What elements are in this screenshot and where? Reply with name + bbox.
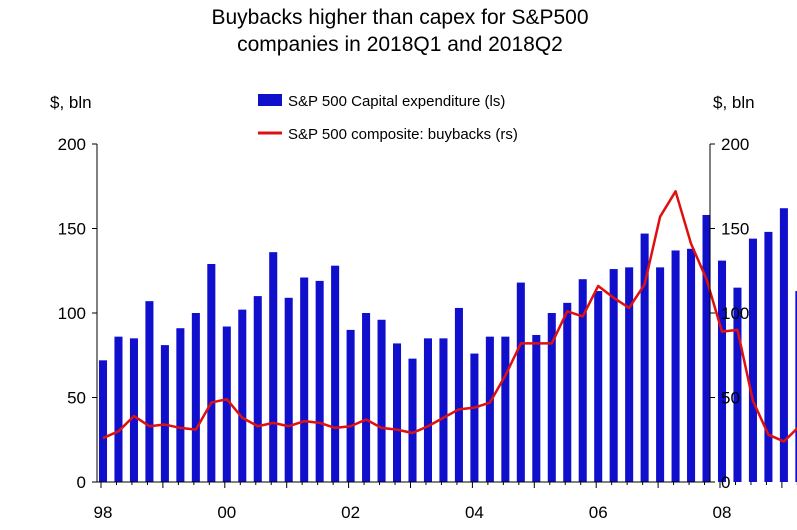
capex-bar bbox=[160, 345, 169, 482]
capex-bar bbox=[300, 277, 309, 482]
capex-bar bbox=[207, 263, 216, 482]
legend-line-label: S&P 500 composite: buybacks (rs) bbox=[288, 126, 518, 143]
capex-bar bbox=[176, 328, 185, 482]
capex-bar bbox=[717, 260, 727, 482]
capex-bar bbox=[532, 334, 541, 482]
capex-bar bbox=[470, 353, 479, 482]
capex-bar bbox=[733, 287, 742, 482]
capex-bar bbox=[687, 248, 696, 482]
capex-bar bbox=[702, 214, 711, 483]
legend-bar-label: S&P 500 Capital expenditure (ls) bbox=[288, 93, 505, 110]
capex-bar bbox=[253, 296, 262, 482]
left-tick-label: 100 bbox=[58, 304, 86, 323]
x-tick-label: 00 bbox=[217, 503, 236, 522]
capex-bar bbox=[748, 238, 757, 482]
capex-bar bbox=[222, 326, 231, 482]
capex-bar bbox=[501, 336, 510, 482]
capex-bar bbox=[439, 338, 448, 482]
right-tick-label: 150 bbox=[721, 220, 749, 239]
x-tick-label: 06 bbox=[589, 503, 608, 522]
capex-bar bbox=[331, 265, 340, 482]
capex-bar bbox=[640, 233, 649, 482]
buybacks-line-layer bbox=[102, 190, 797, 443]
capex-bar bbox=[594, 291, 603, 482]
capex-bar bbox=[764, 231, 773, 482]
capex-bar bbox=[408, 358, 417, 482]
right-tick-label: 200 bbox=[721, 135, 749, 154]
capex-bar bbox=[393, 343, 402, 482]
capex-bar bbox=[191, 313, 200, 482]
left-tick-label: 200 bbox=[58, 135, 86, 154]
x-tick-label: 04 bbox=[465, 503, 484, 522]
capex-bar bbox=[114, 336, 123, 482]
legend: S&P 500 Capital expenditure (ls) S&P 500… bbox=[258, 93, 518, 143]
capex-bar bbox=[377, 319, 386, 482]
right-tick-label: 0 bbox=[721, 473, 730, 492]
capex-bar bbox=[485, 336, 494, 482]
capex-bar bbox=[795, 291, 797, 482]
capex-bar bbox=[671, 250, 680, 482]
left-tick-label: 0 bbox=[77, 473, 86, 492]
right-y-ticks: 0 50 100 150 200 bbox=[710, 135, 749, 492]
capex-bar bbox=[656, 267, 665, 482]
capex-bar bbox=[516, 282, 525, 482]
x-tick-label: 02 bbox=[341, 503, 360, 522]
capex-bar bbox=[779, 208, 788, 482]
capex-bar bbox=[98, 360, 108, 482]
capex-bar bbox=[454, 307, 463, 482]
capex-bar bbox=[362, 313, 371, 482]
capex-bar bbox=[145, 301, 154, 482]
capex-bar bbox=[129, 338, 138, 482]
x-tick-label: 08 bbox=[713, 503, 732, 522]
chart-title-line-2: companies in 2018Q1 and 2018Q2 bbox=[237, 33, 563, 56]
capex-bar bbox=[284, 297, 293, 482]
left-tick-label: 150 bbox=[58, 220, 86, 239]
capex-bar bbox=[238, 309, 247, 482]
right-tick-label: 50 bbox=[721, 389, 740, 408]
right-tick-label: 100 bbox=[721, 304, 749, 323]
capex-bar bbox=[563, 302, 572, 482]
legend-bar-swatch bbox=[258, 94, 282, 106]
capex-bar bbox=[625, 267, 634, 482]
left-y-ticks: 0 50 100 150 200 bbox=[58, 135, 97, 492]
buybacks-line bbox=[102, 190, 797, 443]
capex-bar bbox=[578, 279, 587, 482]
x-tick-label: 98 bbox=[94, 503, 113, 522]
x-ticks: 9800020406081012141618 bbox=[94, 482, 797, 522]
y-left-unit-label: $, bln bbox=[50, 93, 92, 112]
capex-bar bbox=[315, 280, 324, 482]
left-tick-label: 50 bbox=[67, 389, 86, 408]
capex-bar bbox=[547, 313, 556, 482]
capex-bars bbox=[98, 208, 797, 483]
y-right-unit-label: $, bln bbox=[713, 93, 755, 112]
chart-title-line-1: Buybacks higher than capex for S&P500 bbox=[211, 6, 588, 29]
capex-bar bbox=[609, 269, 618, 482]
capex-bar bbox=[269, 252, 278, 482]
capex-bar bbox=[423, 338, 432, 482]
capex-bar bbox=[346, 329, 355, 482]
